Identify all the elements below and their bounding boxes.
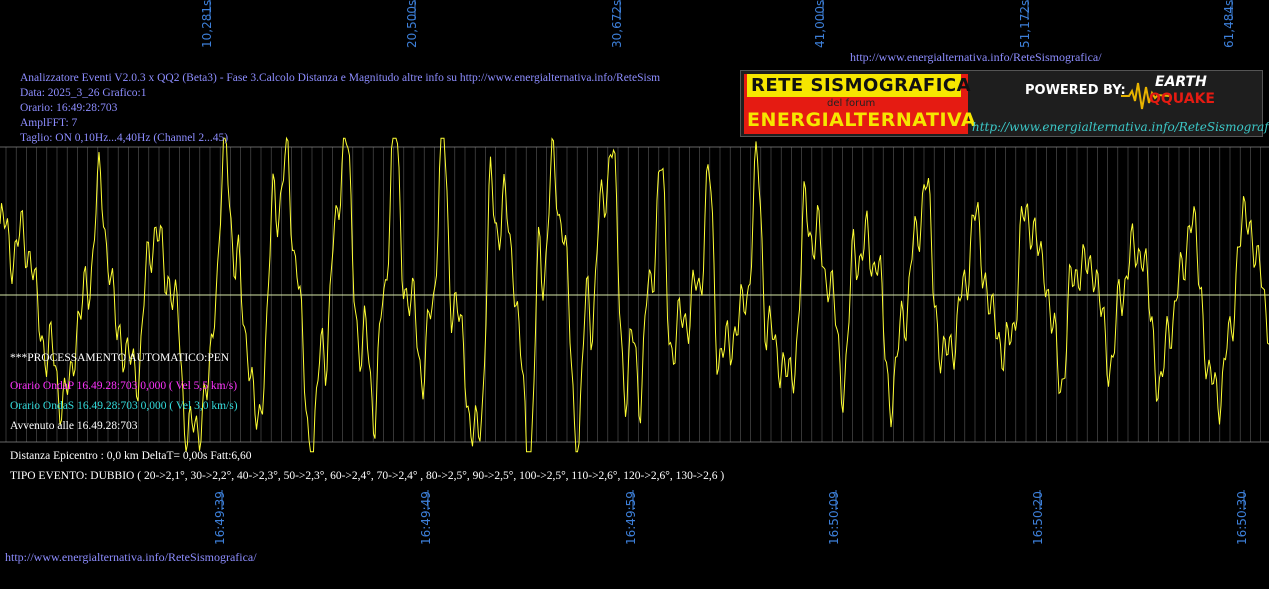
header-line-filter: Taglio: ON 0,10Hz...4,40Hz (Channel 2...… [20, 132, 229, 144]
bottom-tick-label: 16:49:39 [213, 491, 227, 545]
banner-title: RETE SISMOGRAFICA [751, 75, 972, 96]
onda-s-time: Orario OndaS 16.49.28:703 0,000 ( Vel 3,… [10, 400, 238, 412]
top-tick-label: 30,672s [610, 0, 624, 48]
top-tick-label: 61,484s [1222, 0, 1236, 48]
header-line-date: Data: 2025_3_26 Grafico:1 [20, 87, 147, 99]
processing-status: ***PROCESSAMENTO AUTOMATICO:PEN [10, 352, 230, 364]
header-line-title: Analizzatore Eventi V2.0.3 x QQ2 (Beta3)… [20, 72, 661, 84]
bottom-tick-label: 16:49:49 [419, 491, 433, 545]
seismic-trace-line [0, 136, 1269, 453]
onda-p-time: Orario OndaP 16.49.28:703 0,000 ( Vel 5,… [10, 380, 238, 392]
top-tick-label: 51,172s [1018, 0, 1032, 48]
powered-by-label: POWERED BY: [1025, 83, 1126, 98]
bottom-tick-label: 16:50:20 [1031, 491, 1045, 545]
header-line-ampl: AmplFFT: 7 [20, 117, 78, 129]
header-line-time: Orario: 16:49:28:703 [20, 102, 118, 114]
event-time: Avvenuto alle 16.49.28:703 [10, 420, 138, 432]
bottom-tick-label: 16:50:09 [827, 491, 841, 545]
event-type: TIPO EVENTO: DUBBIO ( 20->2,1°, 30->2,2°… [10, 470, 725, 482]
top-tick-label: 41,000s [813, 0, 827, 48]
banner-subtitle: del forum [827, 98, 876, 109]
bottom-tick-label: 16:50:30 [1235, 491, 1249, 545]
earthquake-logo-top: EARTH [1155, 74, 1207, 90]
top-tick-label: 10,281s [200, 0, 214, 48]
bottom-url-link[interactable]: http://www.energialternativa.info/ReteSi… [5, 550, 257, 564]
trace-group [0, 136, 1269, 453]
bottom-tick-label: 16:49:59 [624, 491, 638, 545]
epicenter-distance: Distanza Epicentro : 0,0 km DeltaT= 0,00… [10, 450, 252, 462]
top-tick-marks [209, 0, 1233, 20]
seismic-wave-icon [1121, 82, 1169, 110]
top-tick-label: 20,500s [405, 0, 419, 48]
banner-yellow-strip [747, 74, 961, 97]
earthquake-logo-bottom: QQUAKE [1149, 91, 1215, 107]
banner-forum-name: ENERGIALTERNATIVA [747, 109, 977, 131]
banner-url[interactable]: http://www.energialternativa.info/ReteSi… [972, 120, 1269, 134]
top-url-link[interactable]: http://www.energialternativa.info/ReteSi… [850, 50, 1102, 64]
grid-lines [0, 146, 1269, 443]
bottom-tick-marks [221, 490, 1245, 510]
rete-sismografica-banner: RETE SISMOGRAFICA del forum ENERGIALTERN… [740, 70, 1269, 137]
